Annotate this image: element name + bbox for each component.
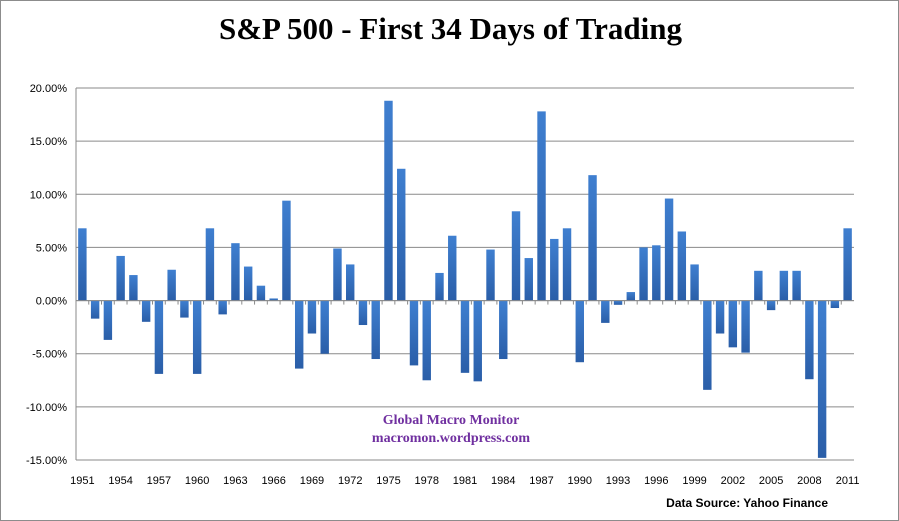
- bar-1974: [371, 300, 380, 360]
- bar-1968: [294, 300, 304, 369]
- bar-1989: [562, 228, 572, 301]
- bar-1983: [486, 249, 495, 301]
- bar-1984: [499, 300, 508, 360]
- watermark-url: macromon.wordpress.com: [371, 431, 531, 446]
- x-tick-label: 1957: [147, 475, 171, 487]
- bar-1966: [269, 298, 278, 301]
- bar-1951: [78, 228, 87, 301]
- bar-1964: [243, 266, 253, 301]
- y-tick-label: -15.00%: [26, 455, 67, 467]
- bar-1999: [690, 264, 699, 301]
- bar-1956: [141, 300, 151, 322]
- x-tick-label: 1981: [453, 475, 477, 487]
- y-tick-label: 10.00%: [30, 189, 68, 201]
- bar-1992: [601, 300, 610, 323]
- y-tick-label: -10.00%: [26, 402, 67, 414]
- bar-1975: [384, 100, 393, 301]
- y-tick-label: 5.00%: [36, 242, 67, 254]
- bar-1981: [460, 300, 470, 373]
- bar-1957: [154, 300, 164, 374]
- bar-2010: [830, 300, 840, 309]
- bar-1980: [448, 235, 457, 301]
- bar-1952: [90, 300, 100, 319]
- x-tick-label: 1972: [338, 475, 362, 487]
- x-tick-label: 1960: [185, 475, 209, 487]
- bar-1987: [537, 111, 546, 301]
- x-tick-label: 1996: [644, 475, 668, 487]
- bar-2003: [741, 300, 750, 353]
- x-tick-label: 2002: [721, 475, 745, 487]
- bar-1994: [626, 292, 636, 301]
- y-tick-label: 0.00%: [36, 296, 67, 308]
- bar-1972: [346, 264, 355, 301]
- bar-2011: [843, 228, 852, 301]
- bar-1977: [409, 300, 419, 366]
- bar-1955: [129, 275, 138, 301]
- bar-1993: [613, 300, 623, 305]
- bar-1963: [231, 243, 240, 301]
- x-tick-label: 1984: [491, 475, 515, 487]
- bar-1979: [435, 272, 444, 301]
- x-tick-label: 1978: [414, 475, 438, 487]
- bar-1953: [103, 300, 113, 340]
- bar-1961: [205, 228, 215, 301]
- bar-1996: [652, 245, 661, 301]
- bar-1969: [307, 300, 317, 334]
- bar-2006: [779, 270, 789, 301]
- bar-1986: [524, 258, 533, 301]
- bar-1988: [550, 238, 559, 301]
- x-tick-label: 1987: [529, 475, 553, 487]
- bar-1970: [320, 300, 329, 354]
- x-tick-label: 1966: [261, 475, 285, 487]
- bar-1973: [358, 300, 368, 326]
- bar-1962: [218, 300, 227, 315]
- bar-1978: [422, 300, 431, 381]
- bar-1997: [664, 198, 674, 301]
- bar-1960: [192, 300, 202, 374]
- y-tick-label: -5.00%: [32, 349, 67, 361]
- bar-1976: [397, 168, 406, 301]
- bar-2001: [715, 300, 725, 334]
- bar-2005: [766, 300, 776, 311]
- bar-1958: [167, 269, 176, 301]
- data-source: Data Source: Yahoo Finance: [666, 496, 828, 510]
- bar-1965: [256, 285, 266, 301]
- chart-title: S&P 500 - First 34 Days of Trading: [218, 11, 682, 46]
- watermark-name: Global Macro Monitor: [382, 413, 520, 428]
- bar-2000: [703, 300, 712, 390]
- x-tick-label: 2008: [797, 475, 821, 487]
- bar-1967: [282, 200, 291, 301]
- x-tick-label: 1963: [223, 475, 247, 487]
- bar-1971: [333, 248, 342, 301]
- x-tick-label: 1993: [606, 475, 630, 487]
- x-tick-label: 1975: [376, 475, 400, 487]
- x-tick-label: 1951: [70, 475, 94, 487]
- bar-1998: [677, 231, 687, 301]
- x-tick-label: 1969: [300, 475, 324, 487]
- bar-2007: [792, 270, 801, 301]
- bar-1982: [473, 300, 482, 382]
- bar-1959: [180, 300, 189, 318]
- bar-2004: [754, 270, 763, 301]
- bar-2009: [817, 300, 827, 458]
- bar-1990: [575, 300, 584, 363]
- y-tick-label: 20.00%: [30, 83, 68, 95]
- x-tick-label: 2005: [759, 475, 783, 487]
- x-tick-label: 1954: [108, 475, 132, 487]
- x-tick-label: 1990: [568, 475, 592, 487]
- x-tick-label: 1999: [682, 475, 706, 487]
- bar-1985: [511, 211, 521, 301]
- bar-1991: [588, 175, 597, 301]
- bar-1954: [116, 255, 125, 301]
- bar-2002: [728, 300, 738, 348]
- x-tick-label: 2011: [836, 475, 860, 487]
- y-tick-label: 15.00%: [30, 136, 68, 148]
- bar-1995: [639, 247, 648, 301]
- bar-2008: [805, 300, 814, 380]
